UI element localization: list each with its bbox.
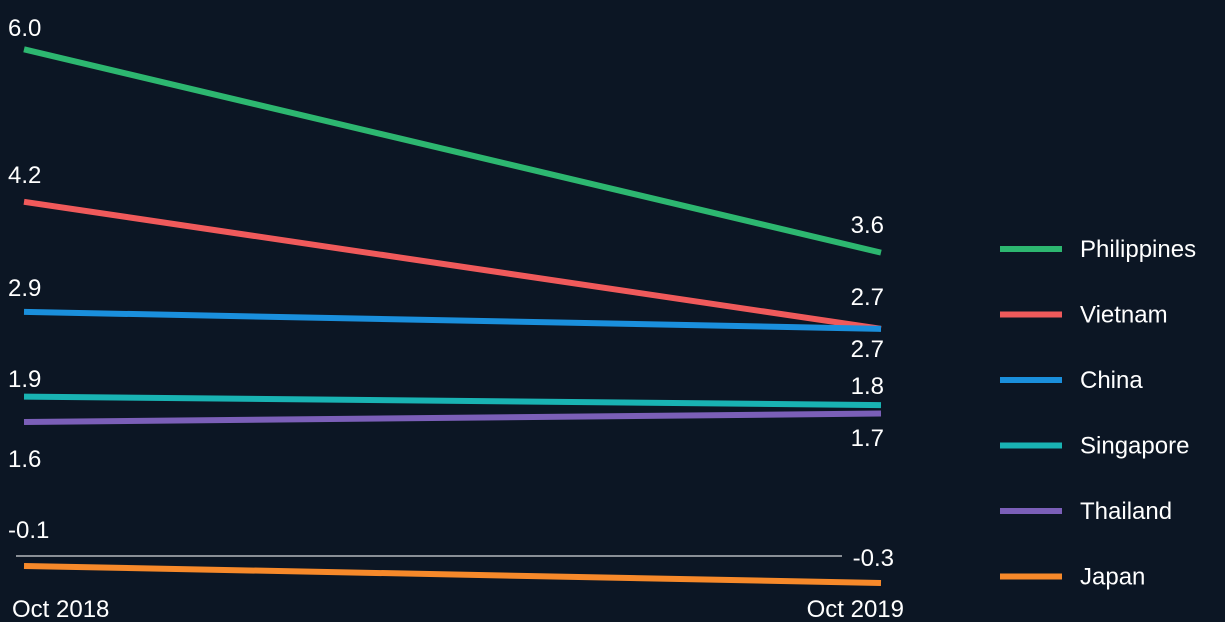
series-line-china [23,308,882,332]
legend: Philippines Vietnam China Singapore Thailand… [1000,236,1196,591]
legend-label-philippines: Philippines [1080,236,1196,263]
data-label-thailand-start: 1.6 [8,446,41,473]
x-axis: Oct 2018 Oct 2019 [12,596,904,622]
series-line-vietnam [23,198,882,332]
data-label-philippines-start: 6.0 [8,15,41,42]
series-line-thailand [23,410,882,426]
data-label-philippines-end: 3.6 [851,212,884,239]
data-label-singapore-end: 1.8 [851,373,884,400]
data-label-thailand-end: 1.7 [851,425,884,452]
legend-label-singapore: Singapore [1080,433,1189,460]
data-label-japan-end: -0.3 [853,545,894,572]
data-label-singapore-start: 1.9 [8,366,41,393]
x-tick-label-start: Oct 2018 [12,596,109,622]
data-label-vietnam-end: 2.7 [851,284,884,311]
series-lines [23,46,882,586]
data-label-japan-start: -0.1 [8,517,49,544]
series-line-singapore [23,393,882,409]
data-label-china-start: 2.9 [8,275,41,302]
data-label-china-end: 2.7 [851,336,884,363]
legend-label-japan: Japan [1080,564,1145,591]
legend-label-thailand: Thailand [1080,498,1172,525]
series-line-japan [23,563,882,586]
data-label-vietnam-start: 4.2 [8,162,41,189]
legend-label-china: China [1080,367,1143,394]
data-labels: 6.0 3.6 4.2 2.7 2.9 2.7 1.9 1.8 1.6 1.7 -0.1 -0.3 [8,15,894,572]
legend-label-vietnam: Vietnam [1080,302,1168,329]
series-line-philippines [23,46,882,256]
x-tick-label-end: Oct 2019 [807,596,904,622]
